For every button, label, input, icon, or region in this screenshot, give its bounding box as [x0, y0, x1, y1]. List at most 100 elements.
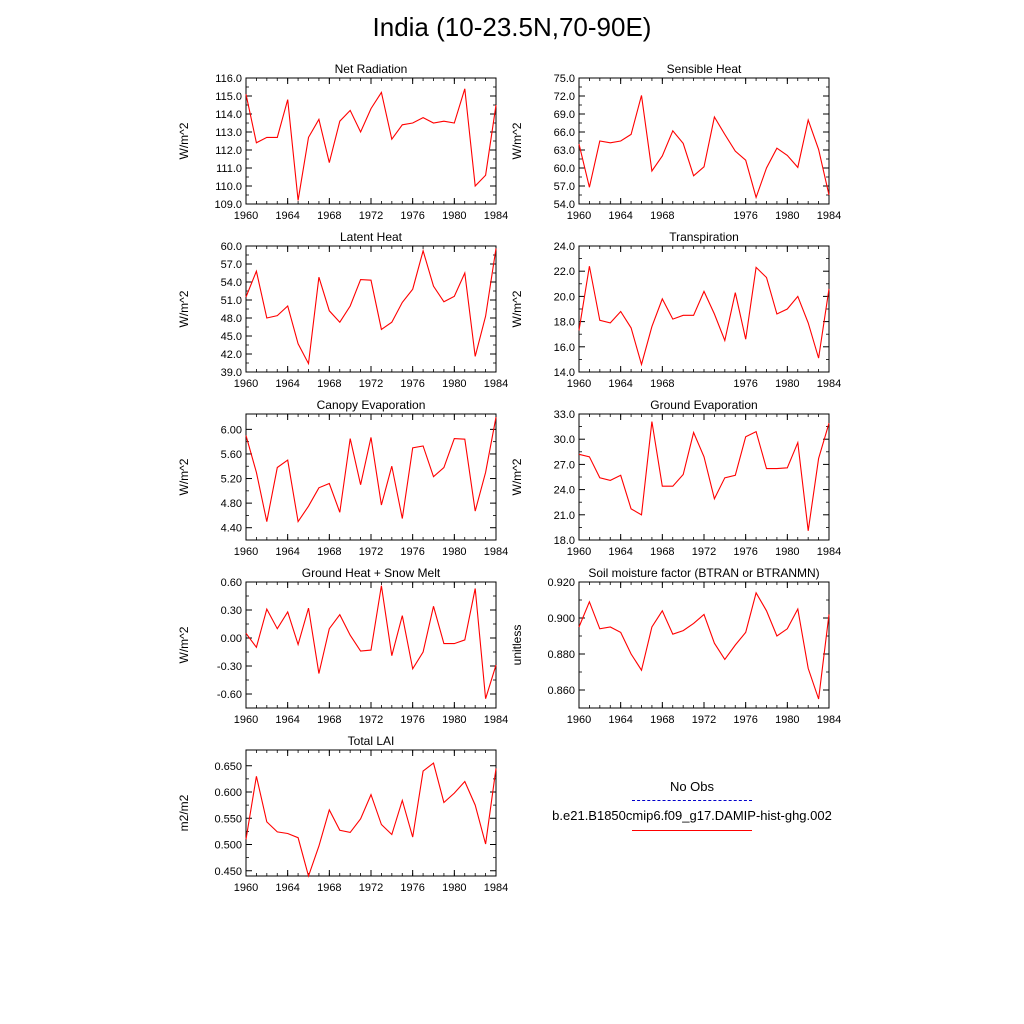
x-tick-label: 1968 — [650, 546, 674, 558]
panel-total-lai: 1960 1964 1968 1972 1976 1980 1984 0.450 0.500 0.… — [177, 734, 508, 894]
x-tick-label: 1972 — [692, 714, 716, 726]
x-tick-label: 1980 — [775, 546, 799, 558]
x-tick-label: 1968 — [317, 378, 341, 390]
plot-frame — [245, 77, 497, 205]
y-tick-label: 72.0 — [554, 91, 575, 103]
data-point — [349, 305, 351, 307]
data-point — [401, 799, 403, 801]
data-point — [828, 613, 830, 615]
y-tick-label: 0.920 — [547, 577, 575, 589]
x-tick-label: 1976 — [400, 546, 424, 558]
data-point — [755, 431, 757, 433]
data-point — [474, 185, 476, 187]
data-point — [266, 521, 268, 523]
data-point — [391, 834, 393, 836]
y-tick-label: 75.0 — [554, 73, 575, 85]
y-tick-label: 60.0 — [221, 241, 242, 253]
data-point — [391, 465, 393, 467]
data-point — [370, 108, 372, 110]
y-axis-label: W/m^2 — [177, 458, 191, 495]
y-tick-label: 6.00 — [221, 424, 242, 436]
x-tick-label: 1960 — [234, 546, 258, 558]
data-point — [380, 824, 382, 826]
data-point — [630, 133, 632, 135]
y-tick-label: 54.0 — [221, 277, 242, 289]
series-line — [245, 416, 497, 524]
y-tick-label: 27.0 — [554, 459, 575, 471]
x-tick-label: 1960 — [234, 210, 258, 222]
data-point — [266, 136, 268, 138]
x-tick-label: 1964 — [608, 210, 632, 222]
x-tick-label: 1968 — [650, 210, 674, 222]
data-point — [443, 802, 445, 804]
data-point — [786, 308, 788, 310]
data-point — [495, 104, 497, 106]
data-point — [297, 644, 299, 646]
x-tick-label: 1984 — [484, 714, 508, 726]
data-point — [641, 363, 643, 365]
data-point — [380, 328, 382, 330]
legend-obs-label: No Obs — [669, 779, 715, 794]
y-tick-label: -0.30 — [217, 661, 242, 673]
data-point — [620, 140, 622, 142]
data-point — [464, 438, 466, 440]
data-point — [422, 651, 424, 653]
data-point — [453, 792, 455, 794]
data-point — [630, 508, 632, 510]
y-tick-label: 0.650 — [214, 761, 242, 773]
data-point — [245, 93, 247, 95]
x-tick-label: 1976 — [733, 378, 757, 390]
data-point — [422, 770, 424, 772]
data-point — [807, 530, 809, 532]
data-point — [412, 668, 414, 670]
x-tick-label: 1968 — [317, 546, 341, 558]
y-tick-label: 115.0 — [215, 91, 242, 103]
data-point — [245, 296, 247, 298]
data-point — [318, 845, 320, 847]
data-point — [308, 363, 310, 365]
data-point — [474, 588, 476, 590]
data-point — [588, 186, 590, 188]
data-point — [443, 643, 445, 645]
data-point — [328, 310, 330, 312]
data-point — [266, 608, 268, 610]
data-point — [776, 468, 778, 470]
data-point — [360, 650, 362, 652]
data-point — [412, 447, 414, 449]
data-point — [380, 504, 382, 506]
data-point — [828, 288, 830, 290]
y-tick-label: 109.0 — [214, 199, 242, 211]
data-point — [485, 315, 487, 317]
data-point — [255, 646, 257, 648]
data-point — [328, 162, 330, 164]
data-point — [578, 143, 580, 145]
x-tick-label: 1964 — [275, 714, 299, 726]
data-point — [370, 794, 372, 796]
data-point — [318, 487, 320, 489]
x-tick-label: 1972 — [359, 210, 383, 222]
y-axis-label: W/m^2 — [510, 122, 524, 159]
x-tick-label: 1964 — [608, 378, 632, 390]
x-tick-label: 1976 — [733, 210, 757, 222]
data-point — [818, 458, 820, 460]
data-point — [401, 615, 403, 617]
panel-canopy-evaporation: 1960 1964 1968 1972 1976 1980 1984 4.40 4.80 5.20… — [177, 398, 508, 558]
data-point — [297, 343, 299, 345]
data-point — [766, 468, 768, 470]
data-point — [672, 633, 674, 635]
data-point — [453, 643, 455, 645]
data-point — [693, 622, 695, 624]
plot-frame — [578, 245, 830, 373]
x-tick-label: 1960 — [567, 714, 591, 726]
y-tick-label: 39.0 — [221, 367, 242, 379]
x-tick-label: 1976 — [400, 882, 424, 894]
data-point — [672, 318, 674, 320]
data-point — [620, 631, 622, 633]
data-point — [433, 285, 435, 287]
x-tick-label: 1964 — [275, 546, 299, 558]
data-point — [453, 295, 455, 297]
data-point — [287, 99, 289, 101]
data-point — [433, 122, 435, 124]
data-point — [797, 608, 799, 610]
